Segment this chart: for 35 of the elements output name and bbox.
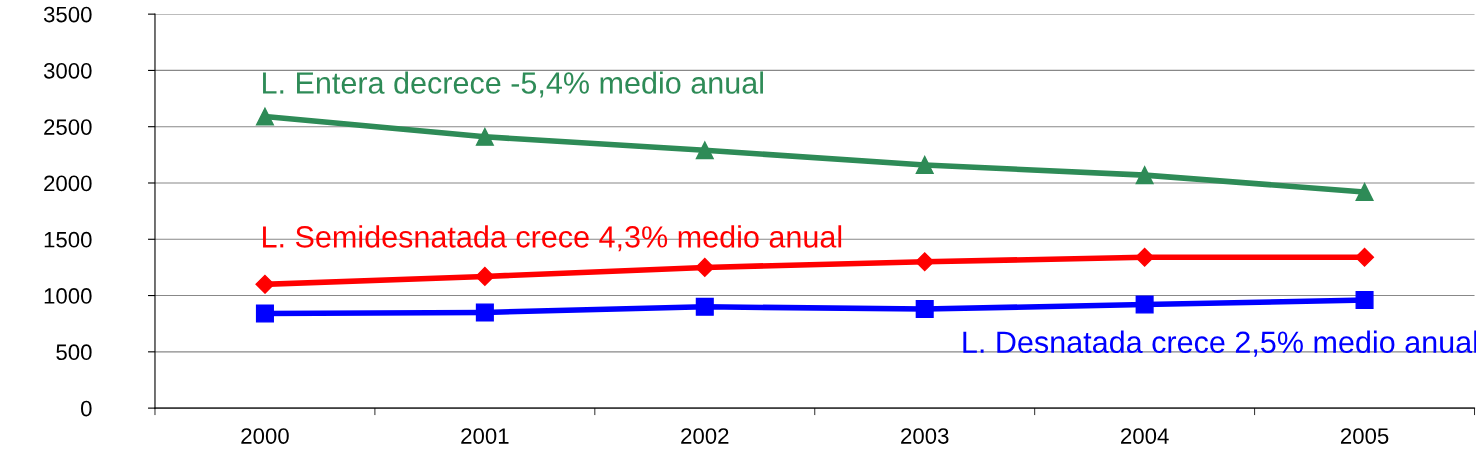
x-tick-label: 2005 [1340,428,1389,444]
series-label: L. Entera decrece -5,4% medio anual [263,71,763,98]
point [475,127,494,146]
y-tick-label: 3000 [43,62,92,79]
y-tick-label: 2000 [44,175,92,192]
point [915,155,934,175]
point [1135,295,1154,314]
point [915,252,935,272]
point [475,303,494,322]
point [1355,182,1374,202]
point [475,266,495,286]
y-tick-label: 2500 [44,119,92,135]
series-label: L. Desnatada crece 2,5% medio anual [963,330,1476,357]
y-tick-label: 1000 [44,288,92,304]
point [255,274,275,294]
y-tick-label: 0 [80,400,92,417]
point [695,141,714,160]
y-tick-label: 3500 [43,6,92,23]
y-tick-label: 500 [56,344,92,361]
point [255,304,274,323]
point [1135,247,1155,267]
x-tick-label: 2000 [241,428,289,444]
x-tick-label: 2002 [681,428,729,444]
point [255,107,274,126]
x-tick-label: 2003 [901,428,949,444]
point [695,257,715,277]
point [1355,291,1374,310]
y-tick-label: 1500 [44,231,92,248]
point [915,300,934,319]
point [1355,247,1375,267]
x-tick-label: 2004 [1121,428,1169,444]
point [695,297,714,316]
x-tick-label: 2001 [461,428,509,444]
point [1135,166,1154,185]
series-label: L. Semidesnatada crece 4,3% medio anual [263,225,842,252]
